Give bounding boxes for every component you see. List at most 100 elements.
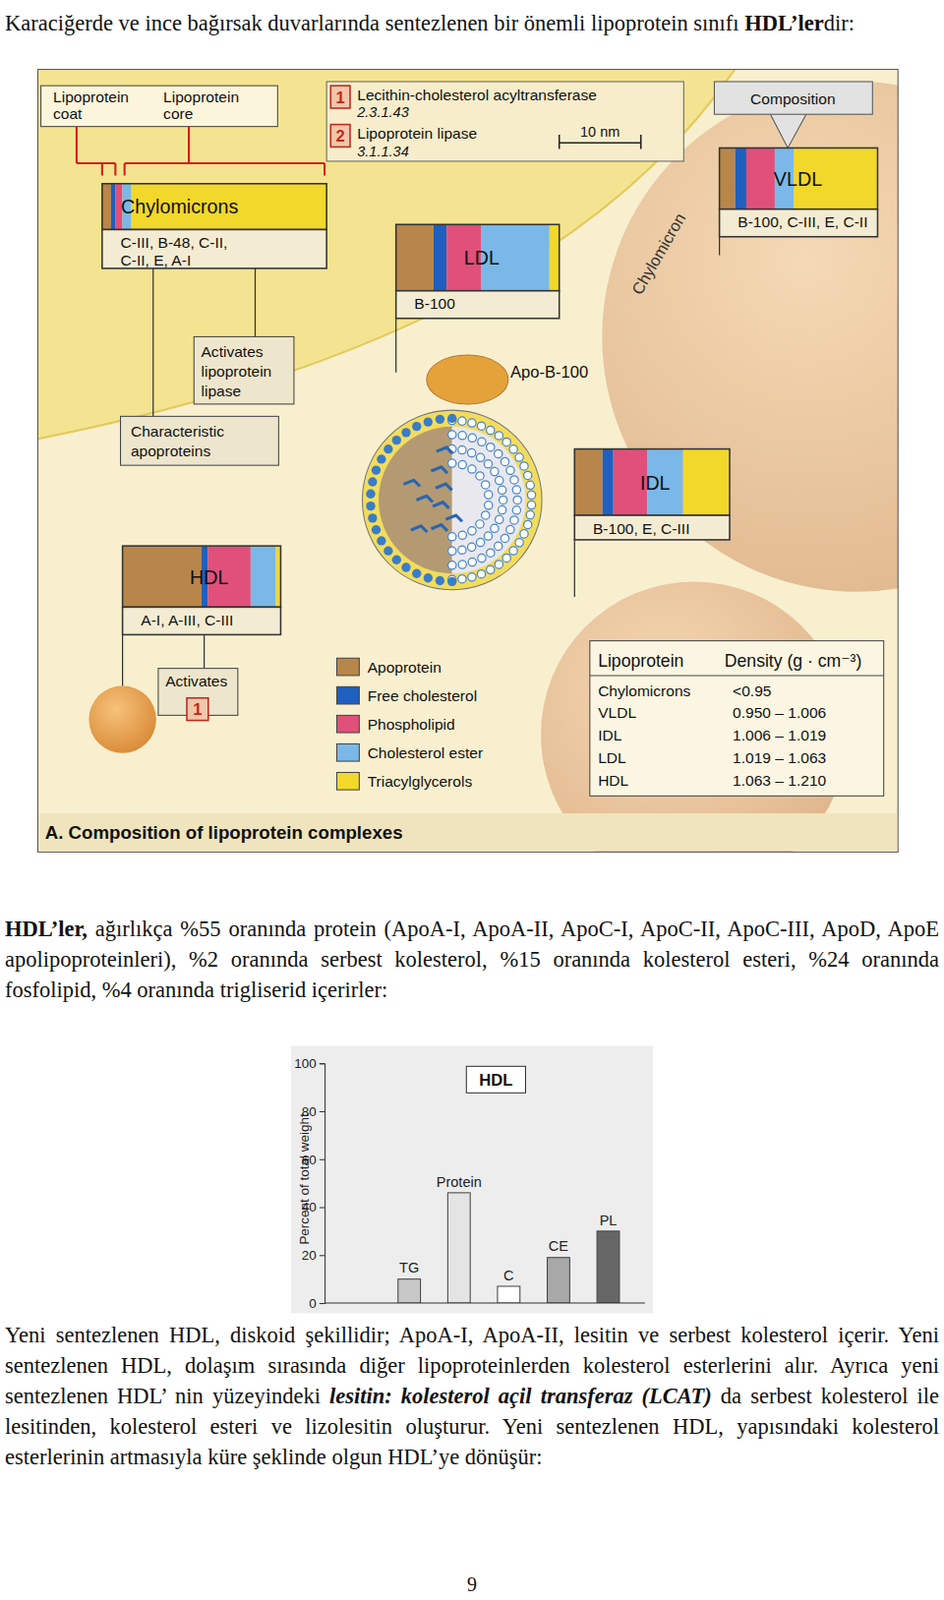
table-cell: 1.006 – 1.019 (732, 726, 826, 744)
lipoprotein-name: VLDL (773, 168, 823, 190)
tick: 0 (308, 1296, 325, 1311)
composition-segment (549, 224, 560, 291)
surface-dot (371, 525, 381, 534)
figure-border (37, 69, 898, 853)
composition-segment (396, 224, 434, 291)
text-run: HDL’ler, (4, 916, 88, 942)
phospholipid-head (486, 548, 495, 557)
tick-mark (319, 1254, 325, 1256)
phospholipid-head (512, 485, 521, 494)
lipoprotein-box: LDLB-100 (396, 224, 560, 318)
callout-characteristic: Characteristicapoproteins (120, 415, 280, 466)
apoprotein-box (122, 606, 282, 635)
phospholipid-head (515, 453, 524, 462)
connector (395, 318, 397, 373)
enzyme-number: 2 (336, 126, 346, 146)
chart-background (291, 1046, 653, 1314)
title-box (466, 1065, 526, 1093)
phospholipid-head (475, 537, 484, 546)
table-cell: IDL (597, 726, 623, 744)
composition-segment (719, 147, 736, 209)
phospholipid-head (483, 531, 492, 540)
phospholipid-head (510, 475, 519, 484)
label-box (193, 336, 295, 404)
axis-line (324, 1302, 646, 1304)
bar (447, 1192, 471, 1303)
x-axis (324, 1302, 646, 1304)
legend: ApoproteinFree cholesterolPhospholipidCh… (337, 657, 484, 790)
table-cell: VLDL (597, 704, 637, 721)
connector (254, 267, 256, 338)
legend-label: Apoprotein (367, 658, 442, 676)
core-lipid (436, 447, 454, 454)
phospholipid-head (490, 524, 499, 532)
coat-core-label: coat (53, 105, 83, 122)
surface-dot (371, 465, 381, 474)
callout-text: lipase (201, 382, 242, 400)
phospholipid-head (509, 445, 518, 454)
phospholipid-head (481, 511, 490, 520)
bar-frame (122, 545, 282, 607)
page-number: 9 (0, 1573, 944, 1596)
core-lipid (432, 502, 450, 509)
callout-text: lipoprotein (201, 362, 273, 380)
phospholipid-head (477, 437, 486, 446)
phospholipid-head (458, 575, 467, 584)
category-label: CE (548, 1238, 569, 1254)
phospholipid-head (458, 445, 467, 454)
table-cell: HDL (597, 771, 629, 789)
surface-dot (401, 562, 411, 572)
callout-lcat: Activates1 (158, 668, 238, 721)
composition-segment (102, 183, 112, 231)
phospholipid-head (527, 500, 535, 509)
apoprotein-label: C-II, E, A-I (120, 251, 192, 269)
lipoprotein-name: IDL (640, 472, 671, 494)
lipoprotein-box: ChylomicronsC-III, B-48, C-II,C-II, E, A… (102, 183, 327, 269)
table-cell: Chylomicrons (597, 682, 691, 700)
phospholipid-head (458, 531, 467, 539)
callout-text: Characteristic (130, 422, 225, 440)
phospholipid-head (458, 431, 467, 440)
phospholipid-head (477, 553, 486, 562)
phospholipid-head (486, 443, 495, 452)
legend-swatch (337, 657, 360, 676)
phospholipid-head (515, 538, 524, 547)
composition-segment (111, 183, 117, 231)
phospholipid-head (502, 437, 511, 446)
table-frame (590, 641, 885, 797)
table-cell: 0.950 – 1.006 (732, 704, 826, 721)
phospholipid-head (481, 480, 490, 489)
core-lipid (430, 525, 448, 531)
phospholipid-head (458, 460, 467, 469)
apoprotein-label: B-100 (413, 295, 456, 312)
figure: ChylomicronLipoproteincoatLipoproteincor… (37, 69, 944, 888)
hdl-sphere (88, 685, 156, 753)
bar (497, 1286, 521, 1303)
phospholipid-head (467, 448, 475, 457)
phospholipid-head (494, 431, 503, 440)
caption-strip (39, 813, 898, 851)
legend-label: Free cholesterol (367, 687, 477, 705)
bar-frame (396, 224, 560, 291)
phospholipid-head (495, 475, 504, 484)
surface-dot (447, 577, 457, 587)
table-rule (590, 674, 885, 676)
table-cell: <0.95 (732, 682, 771, 700)
connector (574, 538, 576, 597)
text-run: Karaciğerde ve ince bağırsak duvarlarınd… (4, 10, 745, 36)
legend-swatch (337, 771, 360, 790)
connector (718, 236, 720, 256)
table-cell: LDL (597, 749, 627, 767)
phospholipid-head (458, 416, 467, 425)
scale-bar-label: 10 nm (580, 123, 620, 140)
phospholipid-head (448, 546, 457, 555)
bar-chart: 020406080100TGProteinCCEPLPercent of tot… (291, 1046, 653, 1314)
chart-title: HDL (478, 1070, 513, 1090)
tick-label: 100 (294, 1056, 316, 1071)
enzyme-box: 1Lecithin-cholesterol acyltransferase2.3… (326, 81, 684, 162)
phospholipid-head (520, 462, 529, 471)
bar (398, 1279, 421, 1303)
lipoprotein-box: VLDLB-100, C-III, E, C-II (719, 147, 879, 236)
legend-label: Phospholipid (367, 715, 456, 733)
enzyme-name: Lecithin-cholesterol acyltransferase (356, 86, 597, 104)
